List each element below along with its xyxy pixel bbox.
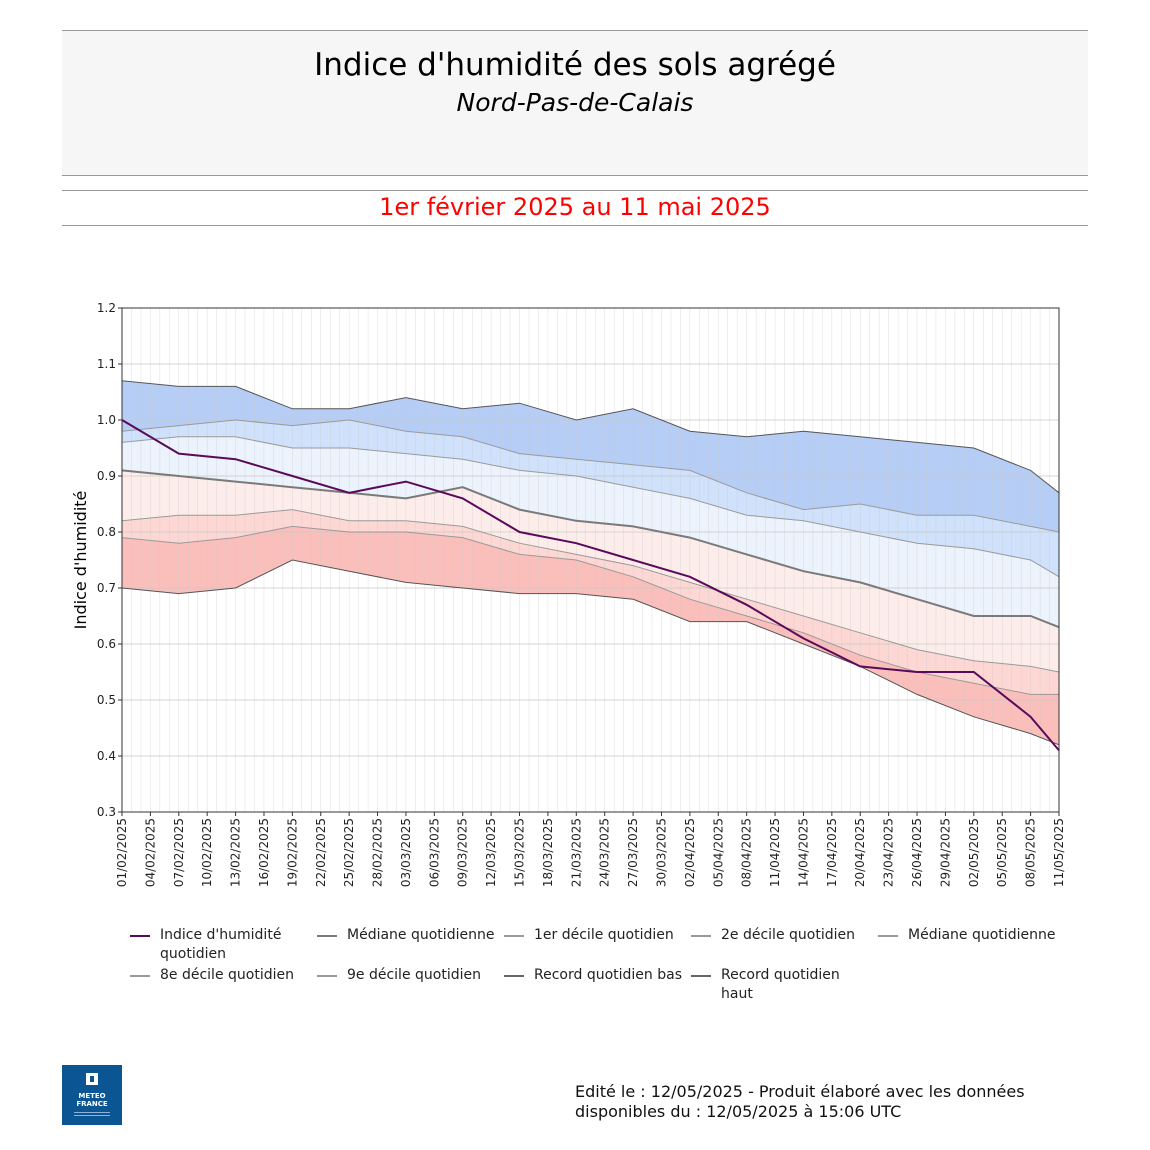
footer-note: Edité le : 12/05/2025 - Produit élaboré …	[575, 1082, 1025, 1122]
x-tick-label: 19/02/2025	[285, 818, 299, 887]
x-tick-label: 14/04/2025	[797, 818, 811, 887]
x-tick-label: 27/03/2025	[626, 818, 640, 887]
period-label: 1er février 2025 au 11 mai 2025	[379, 193, 771, 221]
band-1	[122, 509, 1059, 695]
band-0	[122, 526, 1059, 745]
x-tick-label: 03/03/2025	[399, 818, 413, 887]
legend-swatch	[504, 975, 524, 977]
y-tick-label: 1.0	[97, 413, 116, 427]
legend-label: Indice d'humidité quotidien	[160, 927, 282, 962]
series-line-2	[121, 436, 1060, 578]
x-tick-label: 07/02/2025	[172, 818, 186, 887]
legend-label: 2e décile quotidien	[721, 927, 855, 943]
legend-swatch	[130, 975, 150, 977]
legend-swatch	[878, 935, 898, 937]
legend-label: 8e décile quotidien	[160, 967, 294, 983]
svg-text:METEO: METEO	[78, 1092, 105, 1100]
x-tick-label: 29/04/2025	[938, 818, 952, 887]
svg-text:FRANCE: FRANCE	[76, 1100, 108, 1108]
x-tick-label: 28/02/2025	[371, 818, 385, 887]
x-tick-label: 30/03/2025	[655, 818, 669, 887]
x-tick-label: 25/02/2025	[342, 818, 356, 887]
x-tick-label: 08/05/2025	[1024, 818, 1038, 887]
series-line-4	[121, 509, 1060, 673]
plot-frame	[121, 307, 1060, 813]
x-tick-label: 10/02/2025	[200, 818, 214, 887]
chart-lines	[121, 380, 1060, 752]
y-axis-label: Indice d'humidité	[71, 491, 90, 630]
series-line-6	[121, 559, 1060, 746]
x-axis: 01/02/2025 04/02/2025 07/02/2025 10/02/2025…	[115, 812, 1066, 887]
x-tick-label: 21/03/2025	[569, 818, 583, 887]
band-3	[122, 436, 1059, 628]
decile-bands	[122, 380, 1059, 745]
page-subtitle: Nord-Pas-de-Calais	[456, 88, 694, 117]
band-5	[122, 380, 1059, 532]
x-tick-label: 13/02/2025	[229, 818, 243, 887]
series-line-5	[121, 525, 1059, 695]
x-tick-label: 16/02/2025	[257, 818, 271, 887]
band-4	[122, 420, 1059, 577]
series-line-0	[121, 380, 1060, 494]
page-title: Indice d'humidité des sols agrégé	[314, 47, 836, 83]
x-tick-label: 15/03/2025	[513, 818, 527, 887]
series-line-1	[121, 419, 1060, 533]
y-tick-label: 1.2	[97, 301, 116, 315]
y-tick-label: 0.7	[97, 581, 116, 595]
legend-label: Médiane quotidienne	[908, 927, 1056, 943]
y-tick-label: 1.1	[97, 357, 116, 371]
meteo-france-logo: METEO FRANCE	[62, 1065, 122, 1125]
x-tick-label: 05/05/2025	[995, 818, 1009, 887]
y-tick-label: 0.5	[97, 693, 116, 707]
legend-label: Record quotidien bas	[534, 967, 682, 983]
legend-swatch	[691, 935, 711, 937]
x-tick-label: 04/02/2025	[143, 818, 157, 887]
x-tick-label: 12/03/2025	[484, 818, 498, 887]
header-panel: Indice d'humidité des sols agrégé Nord-P…	[62, 30, 1088, 176]
series-line-3	[121, 469, 1060, 629]
x-tick-label: 20/04/2025	[853, 818, 867, 887]
legend-swatch	[130, 935, 150, 937]
legend-label: Record quotidien haut	[721, 967, 840, 1002]
x-tick-label: 18/03/2025	[541, 818, 555, 887]
x-tick-label: 09/03/2025	[456, 818, 470, 887]
x-tick-label: 02/05/2025	[967, 818, 981, 887]
x-tick-label: 02/04/2025	[683, 818, 697, 887]
legend-label: Médiane quotidienne	[347, 927, 495, 943]
legend-swatch	[317, 975, 337, 977]
x-tick-label: 06/03/2025	[427, 818, 441, 887]
legend-label: 9e décile quotidien	[347, 967, 481, 983]
legend-label: 1er décile quotidien	[534, 927, 674, 943]
legend-swatch	[317, 935, 337, 937]
y-axis: 0.3 0.4 0.5 0.6 0.7 0.8 0.9 1.0 1.1 1.2	[97, 301, 122, 819]
footer-line-2: disponibles du : 12/05/2025 à 15:06 UTC	[575, 1102, 902, 1121]
footer-line-1: Edité le : 12/05/2025 - Produit élaboré …	[575, 1082, 1025, 1101]
x-tick-label: 11/04/2025	[768, 818, 782, 887]
y-tick-label: 0.9	[97, 469, 116, 483]
y-tick-label: 0.4	[97, 749, 116, 763]
x-tick-label: 17/04/2025	[825, 818, 839, 887]
x-tick-label: 24/03/2025	[598, 818, 612, 887]
chart-grid	[122, 307, 1059, 813]
x-tick-label: 11/05/2025	[1052, 818, 1066, 887]
y-tick-label: 0.3	[97, 805, 116, 819]
x-tick-label: 23/04/2025	[882, 818, 896, 887]
period-bar: 1er février 2025 au 11 mai 2025	[62, 190, 1088, 226]
legend-swatch	[691, 975, 711, 977]
y-tick-label: 0.8	[97, 525, 116, 539]
series-line-7	[121, 419, 1060, 752]
legend-swatch	[504, 935, 524, 937]
x-tick-label: 08/04/2025	[740, 818, 754, 887]
x-tick-label: 22/02/2025	[314, 818, 328, 887]
x-tick-label: 05/04/2025	[711, 818, 725, 887]
x-tick-label: 26/04/2025	[910, 818, 924, 887]
x-tick-label: 01/02/2025	[115, 818, 129, 887]
y-tick-label: 0.6	[97, 637, 116, 651]
